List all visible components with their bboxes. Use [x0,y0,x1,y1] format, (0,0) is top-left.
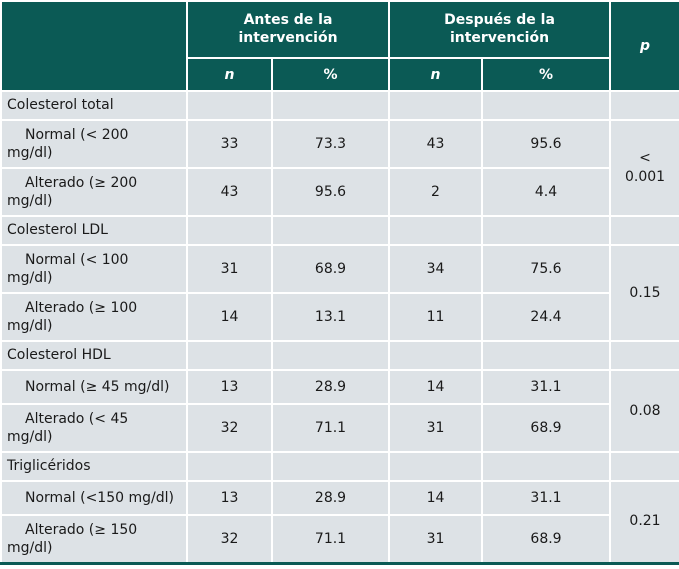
before-pct-value: 73.3 [270,119,391,169]
section-title: Triglicéridos [0,451,188,482]
row-label: Normal (<150 mg/dl) [0,480,188,516]
empty-cell [270,90,391,121]
empty-cell [388,451,484,482]
after-intervention-header: Después de la intervención [388,0,612,59]
empty-cell [609,90,679,121]
row-label: Alterado (≥ 100 mg/dl) [0,292,188,342]
empty-cell [481,90,612,121]
empty-cell [481,451,612,482]
after-pct-value: 95.6 [481,119,612,169]
empty-cell [186,215,273,246]
after-n-value: 14 [388,480,484,516]
after-n-value: 11 [388,292,484,342]
table-row: Alterado (≥ 150 mg/dl) 32 71.1 31 68.9 [0,514,679,564]
empty-cell [270,340,391,371]
after-pct-value: 31.1 [481,480,612,516]
section-row-colesterol-hdl: Colesterol HDL [0,340,679,371]
row-label: Alterado (≥ 150 mg/dl) [0,514,188,564]
after-pct-header: % [481,57,612,92]
p-value-header: p [609,0,679,92]
empty-cell [388,90,484,121]
section-title: Colesterol total [0,90,188,121]
p-value-cell: 0.21 [609,480,679,564]
before-pct-value: 71.1 [270,514,391,564]
empty-cell [388,340,484,371]
after-pct-value: 24.4 [481,292,612,342]
before-pct-value: 71.1 [270,403,391,453]
after-n-header: n [388,57,484,92]
section-row-colesterol-ldl: Colesterol LDL [0,215,679,246]
row-label: Normal (< 200 mg/dl) [0,119,188,169]
before-n-value: 33 [186,119,273,169]
before-pct-header: % [270,57,391,92]
table-row: Normal (< 200 mg/dl) 33 73.3 43 95.6 < 0… [0,119,679,217]
table-row: Alterado (≥ 100 mg/dl) 14 13.1 11 24.4 [0,292,679,342]
empty-cell [481,215,612,246]
after-n-value: 14 [388,369,484,405]
after-n-value: 43 [388,119,484,169]
row-label: Normal (< 100 mg/dl) [0,244,188,294]
empty-cell [186,340,273,371]
before-n-value: 31 [186,244,273,294]
p-value-cell: 0.15 [609,244,679,342]
table-row: Normal (< 100 mg/dl) 31 68.9 34 75.6 0.1… [0,244,679,342]
empty-cell [270,215,391,246]
after-pct-value: 75.6 [481,244,612,294]
empty-cell [609,451,679,482]
empty-cell [481,340,612,371]
after-n-value: 31 [388,514,484,564]
after-n-value: 31 [388,403,484,453]
section-title: Colesterol HDL [0,340,188,371]
after-n-value: 34 [388,244,484,294]
after-pct-value: 68.9 [481,403,612,453]
section-row-colesterol-total: Colesterol total [0,90,679,121]
before-pct-value: 13.1 [270,292,391,342]
before-n-value: 13 [186,369,273,405]
before-pct-value: 28.9 [270,369,391,405]
table-row: Alterado (< 45 mg/dl) 32 71.1 31 68.9 [0,403,679,453]
section-title: Colesterol LDL [0,215,188,246]
table-row: Alterado (≥ 200 mg/dl) 43 95.6 2 4.4 [0,167,679,217]
p-value-cell: 0.08 [609,369,679,453]
before-n-value: 43 [186,167,273,217]
corner-header-cell [0,0,188,92]
header-sub-row: n % n % [1,57,679,92]
before-n-value: 32 [186,514,273,564]
empty-cell [388,215,484,246]
after-pct-value: 4.4 [481,167,612,217]
table-body: Colesterol total Normal (< 200 mg/dl) 33… [0,90,679,564]
empty-cell [186,451,273,482]
after-n-value: 2 [388,167,484,217]
empty-cell [186,90,273,121]
before-pct-value: 28.9 [270,480,391,516]
row-label: Normal (≥ 45 mg/dl) [0,369,188,405]
before-n-header: n [186,57,273,92]
table-row: Normal (<150 mg/dl) 13 28.9 14 31.1 0.21 [0,480,679,564]
empty-cell [609,215,679,246]
before-pct-value: 68.9 [270,244,391,294]
before-pct-value: 95.6 [270,167,391,217]
table-header: Antes de la intervención Después de la i… [0,0,679,92]
empty-cell [609,340,679,371]
before-intervention-header: Antes de la intervención [185,0,391,59]
header-group-row: Antes de la intervención Después de la i… [0,0,679,92]
p-value-cell: < 0.001 [609,119,679,217]
row-label: Alterado (< 45 mg/dl) [0,403,188,453]
table-row: Normal (≥ 45 mg/dl) 13 28.9 14 31.1 0.08 [0,369,679,453]
before-n-value: 32 [186,403,273,453]
after-pct-value: 68.9 [481,514,612,564]
section-row-trigliceridos: Triglicéridos [0,451,679,482]
after-pct-value: 31.1 [481,369,612,405]
before-n-value: 13 [186,480,273,516]
empty-cell [270,451,391,482]
row-label: Alterado (≥ 200 mg/dl) [0,167,188,217]
before-n-value: 14 [186,292,273,342]
